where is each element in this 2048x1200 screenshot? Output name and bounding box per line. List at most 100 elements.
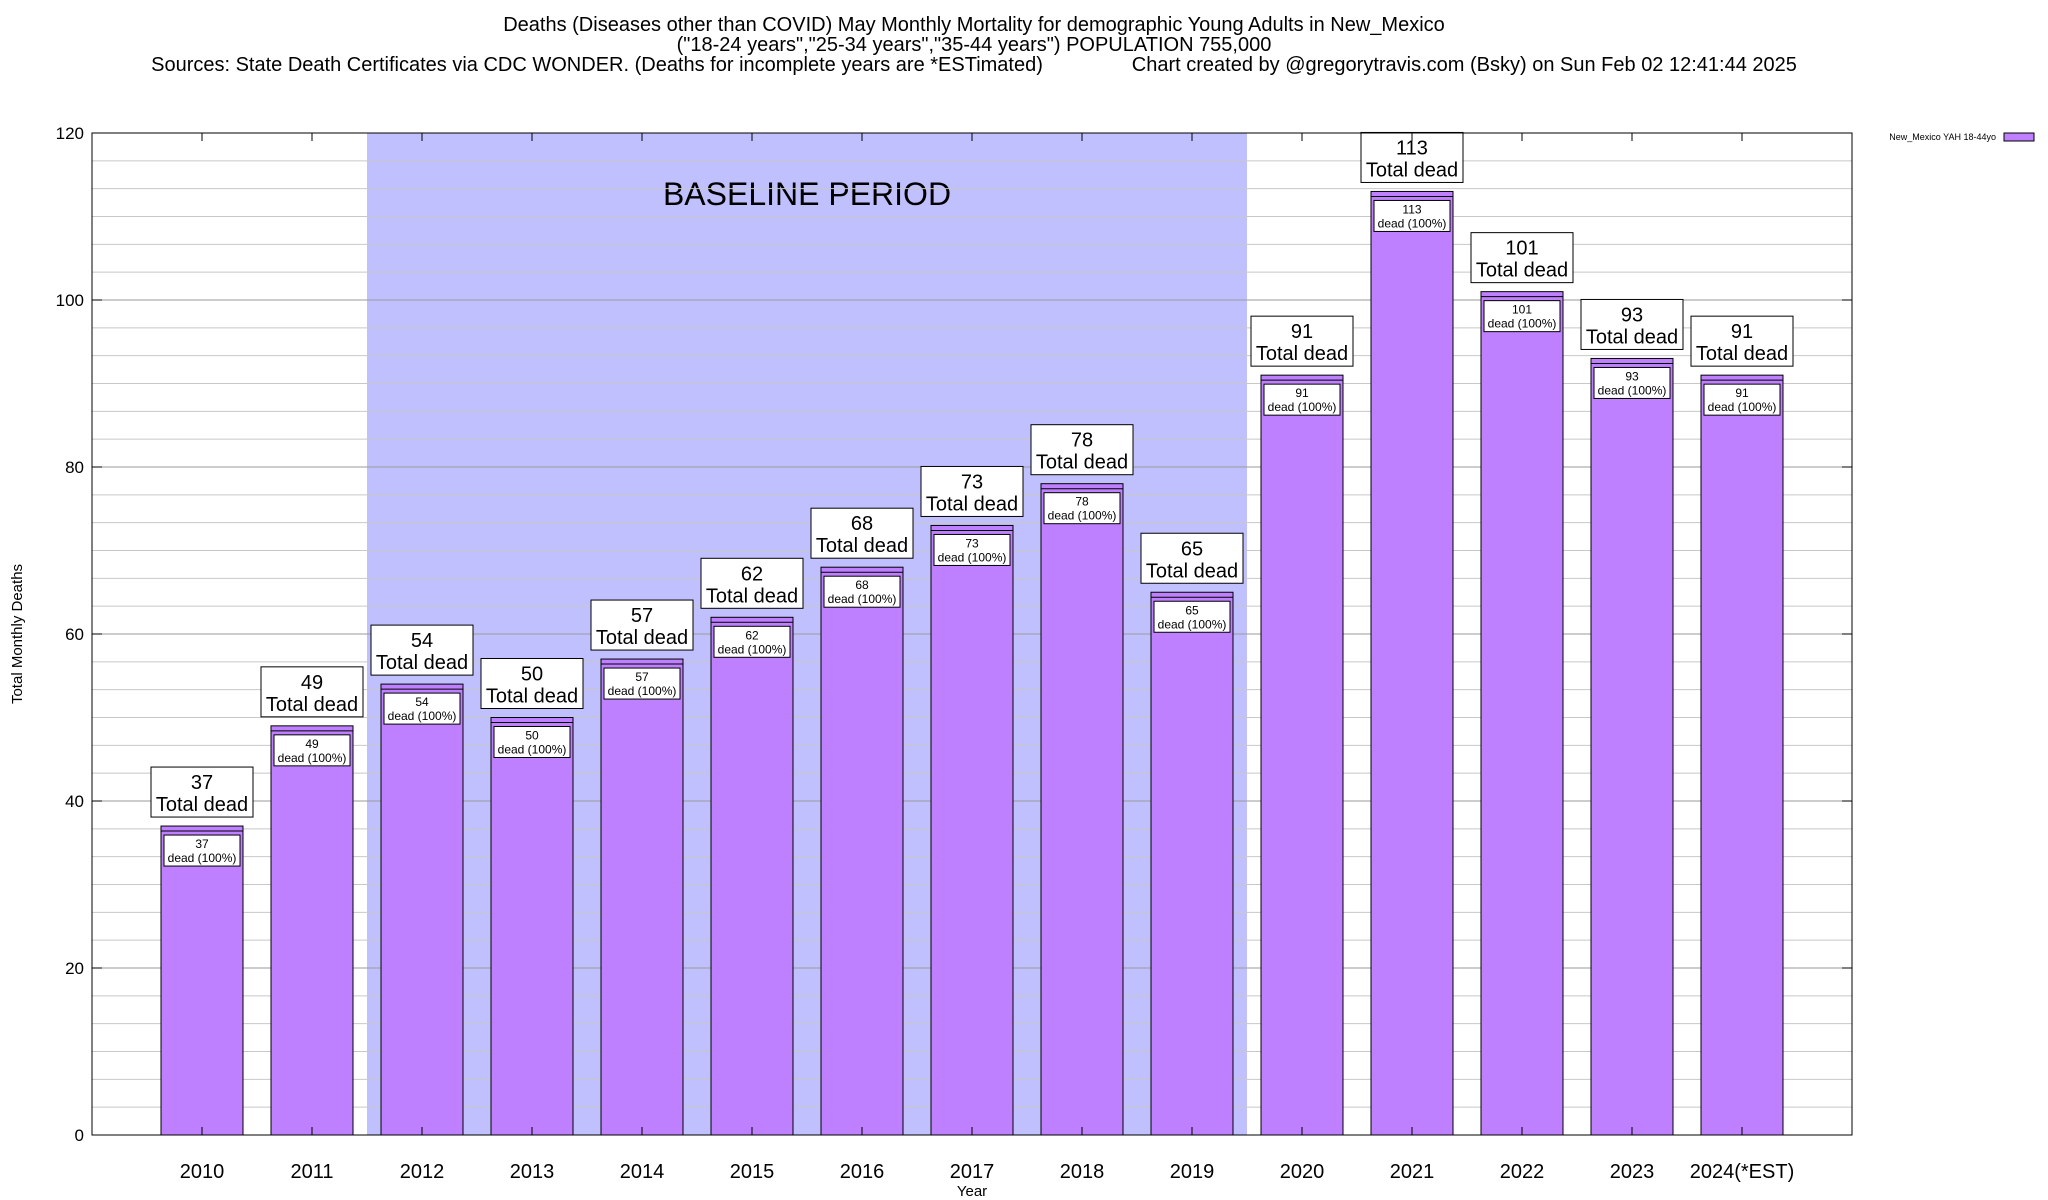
- total-value-label: 93: [1621, 304, 1643, 326]
- total-value-label: 91: [1291, 321, 1313, 343]
- inner-percent-label: dead (100%): [168, 851, 237, 865]
- inner-value-label: 68: [855, 578, 869, 592]
- total-text-label: Total dead: [1036, 452, 1128, 474]
- bar: [1370, 190, 1454, 1136]
- total-value-label: 91: [1731, 321, 1753, 343]
- total-label-box: [1470, 232, 1574, 284]
- inner-percent-label: dead (100%): [1158, 617, 1227, 631]
- legend-label: New_Mexico YAH 18-44yo: [1889, 132, 1996, 142]
- inner-label-box: [933, 533, 1011, 566]
- inner-label-box: [273, 734, 351, 767]
- total-value-label: 65: [1181, 538, 1203, 560]
- inner-percent-label: dead (100%): [608, 684, 677, 698]
- total-value-label: 73: [961, 471, 983, 493]
- x-tick-label: 2022: [1500, 1161, 1545, 1183]
- total-text-label: Total dead: [706, 585, 798, 607]
- bar: [160, 825, 244, 1136]
- x-tick-label: 2011: [290, 1161, 333, 1183]
- inner-label-box: [1593, 366, 1671, 399]
- total-text-label: Total dead: [1586, 326, 1678, 348]
- x-tick-label: 2024(*EST): [1690, 1161, 1795, 1183]
- inner-label-box: [1153, 600, 1231, 633]
- inner-label-box: [1703, 383, 1781, 416]
- x-axis-label: Year: [957, 1183, 987, 1200]
- total-text-label: Total dead: [1476, 260, 1568, 282]
- total-value-label: 101: [1505, 238, 1538, 260]
- inner-value-label: 93: [1625, 369, 1639, 383]
- inner-percent-label: dead (100%): [278, 751, 347, 765]
- x-tick-label: 2010: [180, 1161, 225, 1183]
- y-tick-label: 100: [56, 291, 84, 310]
- total-text-label: Total dead: [266, 694, 358, 716]
- total-text-label: Total dead: [1696, 343, 1788, 365]
- x-tick-label: 2017: [950, 1161, 995, 1183]
- total-label-box: [1030, 424, 1134, 476]
- x-tick-label: 2015: [730, 1161, 775, 1183]
- x-tick-label: 2014: [620, 1161, 665, 1183]
- inner-label-box: [603, 667, 681, 700]
- total-text-label: Total dead: [486, 686, 578, 708]
- total-value-label: 113: [1396, 137, 1428, 159]
- inner-label-box: [1043, 492, 1121, 525]
- bar: [820, 566, 904, 1136]
- bar: [270, 725, 354, 1136]
- inner-percent-label: dead (100%): [718, 642, 787, 656]
- y-tick-label: 60: [65, 625, 84, 644]
- total-value-label: 62: [741, 563, 763, 585]
- total-label-box: [920, 465, 1024, 517]
- inner-percent-label: dead (100%): [498, 743, 567, 757]
- inner-label-box: [493, 726, 571, 758]
- plot-border: [91, 132, 1853, 1136]
- total-text-label: Total dead: [376, 652, 468, 674]
- total-value-label: 68: [851, 513, 873, 535]
- inner-percent-label: dead (100%): [1708, 400, 1777, 414]
- inner-value-label: 101: [1512, 303, 1532, 317]
- y-tick-label: 20: [65, 959, 84, 978]
- x-tick-label: 2013: [510, 1161, 555, 1183]
- bar: [1480, 291, 1564, 1136]
- bar: [380, 683, 464, 1136]
- y-tick-label: 0: [75, 1126, 84, 1145]
- total-label-box: [700, 557, 804, 609]
- total-value-label: 37: [191, 772, 213, 794]
- total-label-box: [1140, 532, 1244, 584]
- x-tick-label: 2018: [1060, 1161, 1105, 1183]
- x-tick-label: 2012: [400, 1161, 445, 1183]
- y-tick-label: 120: [56, 124, 84, 143]
- inner-label-box: [1373, 199, 1451, 232]
- total-label-box: [590, 599, 694, 651]
- total-value-label: 78: [1071, 430, 1093, 452]
- inner-value-label: 54: [415, 695, 429, 709]
- inner-value-label: 49: [305, 737, 319, 751]
- inner-percent-label: dead (100%): [1268, 400, 1337, 414]
- x-tick-label: 2016: [840, 1161, 885, 1183]
- y-axis-label: Total Monthly Deaths: [9, 564, 26, 704]
- inner-label-box: [713, 625, 791, 658]
- y-tick-label: 80: [65, 458, 84, 477]
- inner-value-label: 37: [195, 837, 209, 851]
- total-label-box: [260, 666, 364, 718]
- inner-value-label: 50: [525, 729, 539, 743]
- total-label-box: [810, 507, 914, 559]
- total-label-box: [150, 766, 254, 818]
- total-text-label: Total dead: [596, 627, 688, 649]
- total-text-label: Total dead: [156, 794, 248, 816]
- inner-label-box: [383, 692, 461, 725]
- chart-title-line-2: ("18-24 years","25-34 years","35-44 year…: [676, 34, 1272, 56]
- total-text-label: Total dead: [816, 535, 908, 557]
- bar: [1150, 591, 1234, 1136]
- inner-label-box: [163, 834, 241, 867]
- inner-label-box: [1483, 300, 1561, 333]
- total-value-label: 57: [631, 605, 653, 627]
- total-value-label: 50: [521, 664, 543, 686]
- inner-percent-label: dead (100%): [1048, 509, 1117, 523]
- total-label-box: [1580, 298, 1684, 350]
- bar: [1590, 357, 1674, 1136]
- y-tick-label: 40: [65, 792, 84, 811]
- total-value-label: 49: [301, 672, 323, 694]
- total-label-box: [1690, 315, 1794, 367]
- inner-value-label: 78: [1075, 495, 1089, 509]
- baseline-period-label: BASELINE PERIOD: [663, 176, 951, 212]
- bar: [490, 717, 574, 1136]
